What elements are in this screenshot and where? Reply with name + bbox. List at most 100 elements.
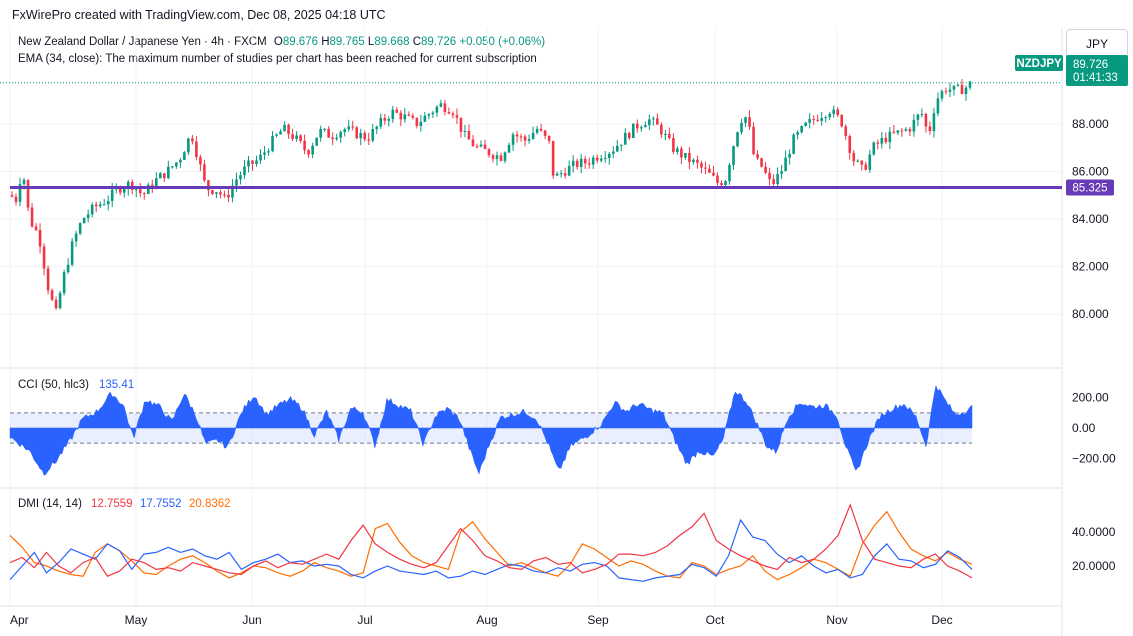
dmi-minus-di-line (9, 518, 973, 582)
time-axis[interactable]: Apr May Jun Jul Aug Sep Oct Nov Dec (10, 613, 953, 627)
candle-body (371, 129, 375, 141)
candle-body (323, 128, 326, 130)
candle-body (916, 114, 920, 120)
candle-body (159, 173, 162, 179)
dmi-minus-di-value: 17.7552 (140, 498, 182, 510)
dmi-adx-value: 20.8362 (189, 498, 231, 510)
candle-body (167, 166, 170, 179)
ohlc-low: 89.668 (374, 36, 410, 48)
candle-body (263, 152, 266, 155)
candle-body (363, 132, 367, 140)
candle-body (130, 181, 134, 191)
ema-study-note[interactable]: EMA (34, close): The maximum number of s… (18, 53, 537, 65)
candle-body (299, 135, 302, 141)
candle-body (419, 121, 423, 126)
chart-credit: FxWirePro created with TradingView.com, … (12, 8, 386, 22)
candle-body (800, 125, 803, 133)
price-axis[interactable]: 88.000 86.000 84.000 82.000 80.000 (1072, 117, 1109, 321)
candle-body (948, 89, 952, 92)
time-tick-label: Sep (587, 613, 609, 627)
candle-body (615, 145, 619, 152)
candle-body (864, 164, 868, 170)
candle-body (784, 157, 787, 172)
currency-button[interactable]: JPY (1066, 29, 1128, 59)
price-tick-label: 86.000 (1072, 164, 1109, 178)
candle-body (315, 137, 318, 146)
candle-body (920, 114, 924, 116)
candle-body (443, 103, 447, 113)
candle-body (519, 136, 523, 138)
candle-body (82, 217, 86, 224)
dmi-axis[interactable]: 40.0000 20.0000 (1072, 525, 1116, 573)
cci-legend[interactable]: CCI (50, hlc3) 135.41 (18, 379, 134, 391)
candle-body (563, 173, 567, 176)
candle-body (836, 109, 840, 115)
symbol-legend[interactable]: New Zealand Dollar / Japanese Yen · 4h ·… (18, 36, 545, 48)
ohlc-change: +0.050 (+0.06%) (459, 36, 546, 48)
candle-body (58, 293, 62, 309)
candle-body (243, 166, 246, 176)
candle-body (271, 135, 274, 152)
candle-body (804, 122, 807, 126)
candle-body (880, 137, 884, 144)
candle-body (78, 223, 82, 234)
price-tick-label: 88.000 (1072, 117, 1109, 131)
candle-body (18, 184, 22, 202)
candle-body (511, 134, 515, 145)
candle-body (840, 114, 844, 127)
cci-axis[interactable]: 200.00 0.00 −200.00 (1072, 391, 1116, 466)
candle-body (752, 126, 755, 155)
cci-tick-label: −200.00 (1072, 451, 1116, 465)
candle-body (34, 226, 38, 230)
candle-body (343, 129, 346, 132)
candle-body (395, 109, 399, 113)
time-tick-label: Apr (10, 613, 29, 627)
candle-body (118, 187, 122, 193)
symbol-tag-bg (1015, 55, 1063, 71)
level-price-tag: 85.325 (1066, 179, 1114, 196)
last-price-value: 89.726 (1073, 59, 1108, 71)
candle-body (868, 154, 872, 170)
candle-body (175, 162, 178, 167)
candle-body (892, 131, 896, 133)
candle-body (583, 158, 587, 164)
candle-body (547, 135, 551, 141)
candle-body (852, 152, 856, 162)
candle-body (70, 241, 74, 265)
candle-body (267, 151, 270, 153)
cci-histogram (9, 384, 973, 476)
candle-body (644, 125, 647, 128)
candle-body (595, 157, 599, 161)
candle-body (90, 204, 94, 215)
candle-body (239, 175, 242, 180)
candle-body (944, 91, 948, 93)
cci-tick-label: 200.00 (1072, 391, 1109, 405)
candle-body (14, 196, 18, 202)
candle-body (571, 160, 575, 166)
candle-body (908, 129, 912, 132)
candle-body (203, 164, 206, 181)
candle-body (744, 117, 747, 123)
price-tick-label: 82.000 (1072, 260, 1109, 274)
symbol-tag-text: NZDJPY (1016, 58, 1062, 70)
candle-body (539, 128, 543, 131)
candle-body (335, 137, 338, 140)
symbol-description: New Zealand Dollar / Japanese Yen · 4h ·… (18, 36, 267, 48)
candle-body (776, 173, 779, 185)
dmi-legend[interactable]: DMI (14, 14) 12.7559 17.7552 20.8362 (18, 498, 231, 510)
candle-body (327, 128, 330, 138)
candle-body (295, 135, 298, 139)
candle-body (551, 140, 555, 176)
candle-body (207, 180, 210, 191)
candle-body (668, 133, 671, 139)
candle-body (912, 119, 916, 132)
last-price-tag: 89.726 01:41:33 (1066, 55, 1128, 86)
candle-body (631, 123, 635, 139)
candle-body (431, 112, 435, 115)
candle-body (251, 160, 254, 165)
candle-body (692, 159, 695, 163)
candle-body (768, 172, 771, 180)
candle-body (587, 163, 591, 165)
symbol-tag: NZDJPY (1015, 55, 1063, 71)
